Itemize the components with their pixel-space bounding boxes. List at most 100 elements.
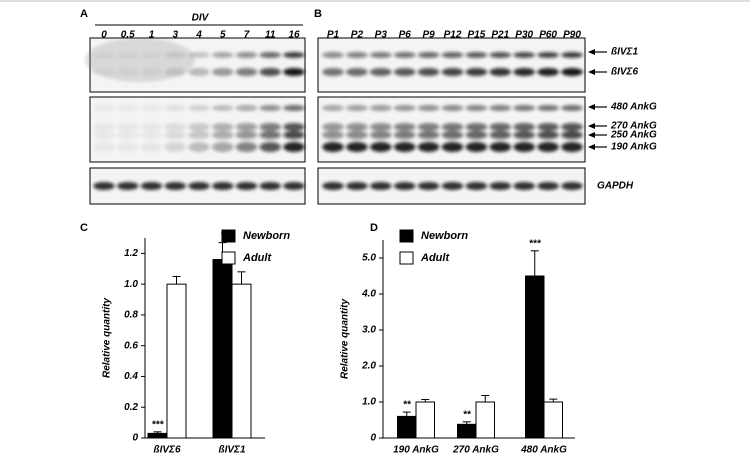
band — [370, 105, 392, 111]
band — [370, 68, 392, 76]
legend-swatch — [221, 251, 236, 265]
lane-label: P21 — [491, 30, 509, 41]
blot-label: 250 AnkG — [610, 130, 657, 141]
lane-label: 7 — [244, 30, 250, 41]
band — [259, 123, 281, 131]
band — [561, 105, 583, 111]
band — [346, 52, 368, 58]
band — [441, 105, 464, 111]
band — [393, 52, 416, 58]
band — [188, 105, 210, 111]
y-tick-label: 5.0 — [362, 253, 376, 264]
band — [188, 131, 210, 139]
panel-label: A — [80, 8, 88, 20]
band — [370, 142, 392, 152]
bar — [231, 283, 252, 439]
band — [513, 105, 535, 111]
bar — [212, 259, 233, 439]
band — [283, 142, 305, 152]
band — [346, 142, 368, 152]
band — [212, 123, 234, 131]
bar — [147, 432, 168, 439]
band — [417, 123, 440, 131]
lane-label: P90 — [563, 30, 581, 41]
arrow-head — [588, 69, 595, 75]
legend-swatch — [399, 229, 414, 243]
band — [322, 142, 344, 152]
band — [259, 182, 281, 190]
blot-frame — [317, 37, 586, 93]
band — [370, 123, 392, 131]
arrow-head — [588, 104, 595, 110]
band — [537, 142, 559, 152]
band — [283, 105, 305, 111]
band — [140, 131, 163, 139]
x-tick-label: ßIVΣ6 — [153, 445, 180, 456]
band — [259, 105, 281, 111]
band — [393, 182, 416, 190]
band — [235, 68, 258, 76]
band — [259, 142, 281, 152]
band — [346, 182, 368, 190]
band — [489, 142, 512, 152]
lane-label: 3 — [172, 30, 178, 41]
lane-label: P60 — [539, 30, 557, 41]
band — [441, 131, 464, 139]
band — [465, 52, 488, 58]
band — [235, 182, 258, 190]
band — [283, 123, 305, 131]
panel-label: C — [80, 222, 88, 234]
band — [441, 142, 464, 152]
y-tick-label: 0.6 — [124, 340, 138, 351]
band — [417, 142, 440, 152]
bar — [415, 401, 435, 439]
band — [537, 182, 559, 190]
lane-label: P6 — [399, 30, 412, 41]
band — [489, 123, 512, 131]
bar — [166, 283, 187, 439]
legend-swatch — [399, 251, 414, 265]
band — [322, 131, 344, 139]
band — [164, 182, 186, 190]
y-tick-label: 4.0 — [361, 289, 376, 300]
band — [417, 68, 440, 76]
band — [393, 123, 416, 131]
band — [235, 105, 258, 111]
band — [417, 182, 440, 190]
band — [393, 131, 416, 139]
blot-title: DIV — [192, 13, 210, 24]
band — [93, 123, 115, 131]
band — [212, 142, 234, 152]
band — [537, 68, 559, 76]
lane-label: P12 — [444, 30, 462, 41]
y-tick-label: 0.2 — [124, 402, 138, 413]
band — [235, 131, 258, 139]
band — [513, 123, 535, 131]
bar — [543, 401, 563, 439]
band — [164, 142, 186, 152]
band — [117, 105, 139, 111]
band — [322, 123, 344, 131]
band — [93, 105, 115, 111]
band — [370, 52, 392, 58]
band — [465, 105, 488, 111]
y-tick-label: 1.0 — [362, 397, 376, 408]
lane-label: 16 — [288, 30, 300, 41]
lane-label: P1 — [327, 30, 340, 41]
band — [93, 131, 115, 139]
band — [513, 68, 535, 76]
band — [465, 68, 488, 76]
band — [561, 182, 583, 190]
band — [93, 182, 115, 190]
band — [465, 182, 488, 190]
arrow-head — [588, 123, 595, 129]
y-tick-label: 0.4 — [124, 371, 138, 382]
band — [489, 182, 512, 190]
y-tick-label: 0 — [132, 433, 138, 444]
band — [489, 105, 512, 111]
band — [322, 105, 344, 111]
bar — [397, 415, 417, 439]
lane-label: P9 — [422, 30, 435, 41]
y-axis-label: Relative quantity — [340, 299, 351, 379]
